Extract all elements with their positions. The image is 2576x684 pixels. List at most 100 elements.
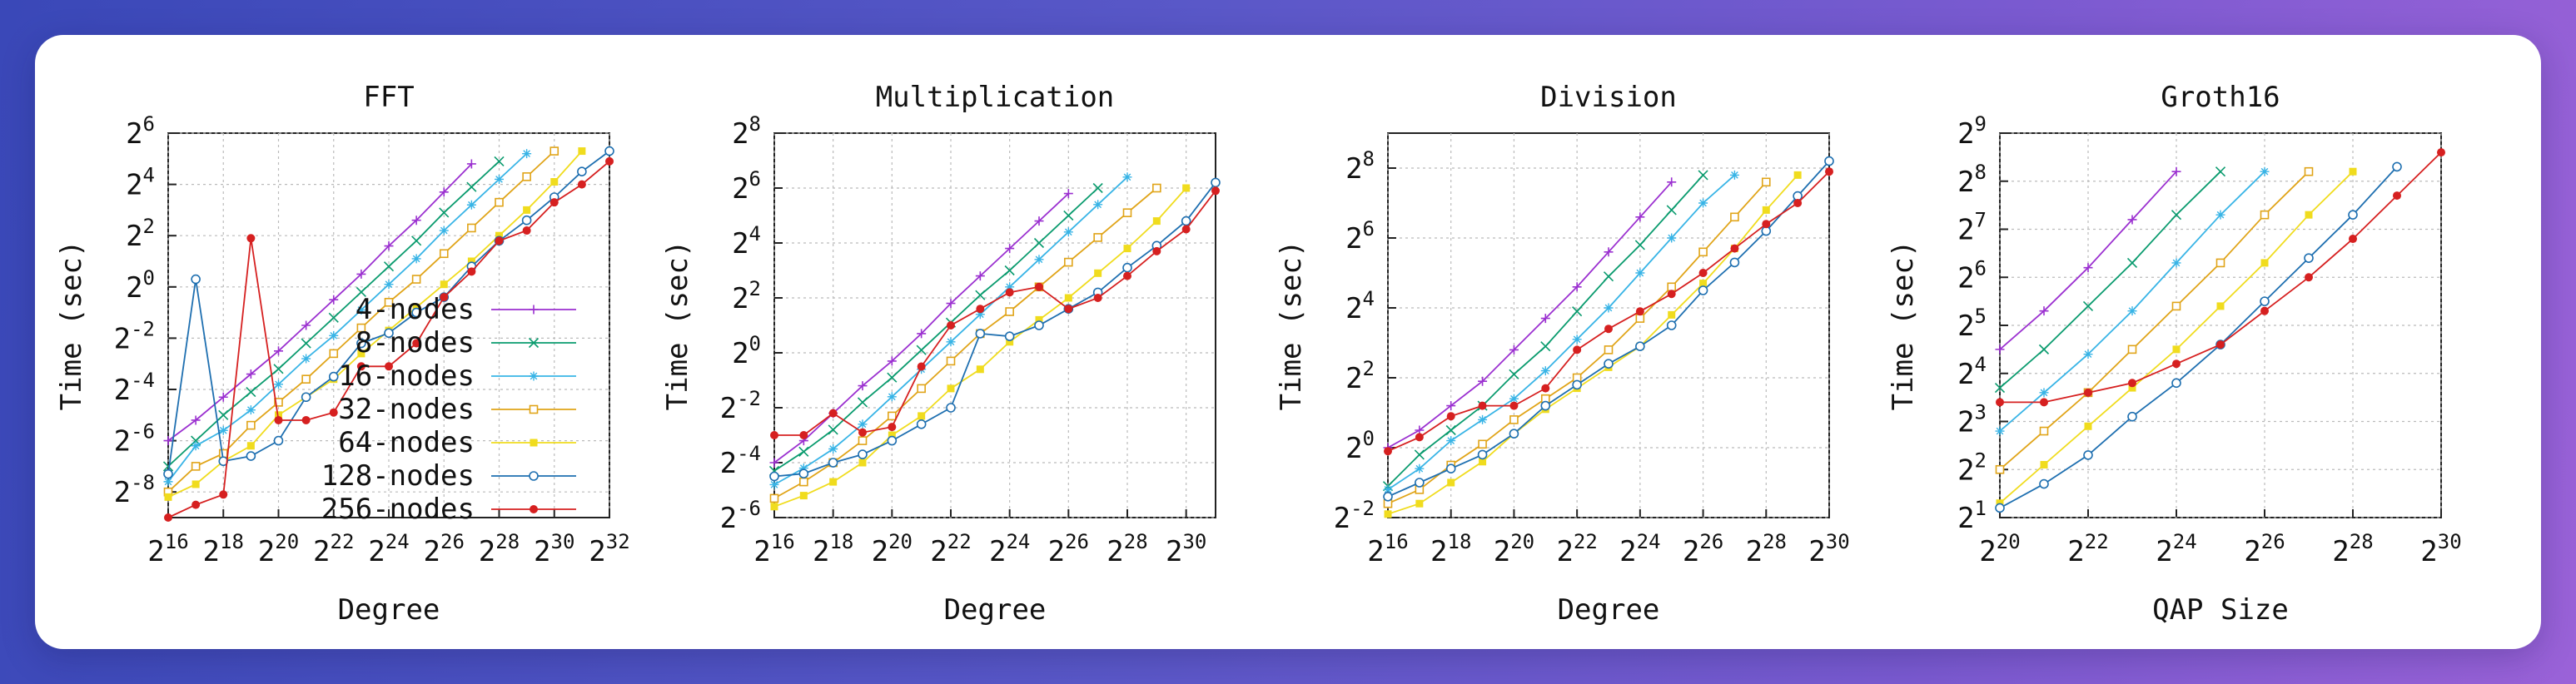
data-point [1994,383,2006,394]
data-point [1635,314,1645,323]
x-tick-label: 230 [534,530,574,568]
data-point [1063,210,1074,221]
data-point [2305,211,2313,219]
figure-panels: 216 218 220 222 224 226 228 230 2322-82-62-42-22… [55,81,2462,627]
data-point [163,436,173,446]
data-point [887,372,898,383]
data-point [2128,379,2136,388]
data-point [2393,191,2401,201]
data-point [1384,447,1392,456]
y-tick-label: 20 [732,332,761,370]
data-point [1478,439,1487,449]
data-point [1572,379,1582,390]
x-tick-label: 230 [1166,530,1206,568]
data-point [522,172,531,181]
data-point [1181,225,1191,234]
series-line [1387,174,1798,515]
x-axis-label: QAP Size [2152,593,2289,627]
data-point [301,415,311,424]
data-point [1540,341,1551,352]
data-point [1093,200,1103,210]
data-point [858,449,868,459]
series-256-nodes [770,186,1220,439]
data-point [356,286,366,298]
y-tick-label: 27 [1957,209,1987,247]
data-point [356,362,366,371]
data-point [2038,344,2050,354]
data-point [1122,208,1132,217]
data-point [412,303,420,311]
data-point [2127,306,2137,316]
data-point [2305,273,2313,282]
data-point [357,349,366,358]
x-axis-label: Degree [1558,593,1660,627]
data-point [2039,426,2049,436]
data-point [164,513,172,522]
data-point [1540,400,1551,411]
data-point [1446,401,1456,411]
series-128-nodes [769,177,1221,482]
data-point [1415,433,1424,442]
data-point [246,420,256,430]
data-point [1035,282,1043,291]
data-point [439,207,450,218]
data-point [858,419,868,429]
data-point [218,409,229,420]
legend-label: 256-nodes [321,493,475,526]
data-point [384,280,394,290]
data-point [1699,280,1708,288]
x-tick-label: 226 [424,530,465,568]
y-tick-label: 26 [1957,256,1987,295]
data-point [2127,215,2137,225]
data-point [2171,258,2181,268]
data-point [246,451,256,461]
data-point [301,392,311,403]
data-point [1667,290,1676,299]
data-point [1152,217,1161,226]
data-point [467,223,476,233]
data-point [1005,282,1015,292]
data-point [495,197,504,207]
data-point [1603,271,1614,282]
series-32-nodes [163,146,559,497]
series-line [773,181,1216,478]
data-point [828,409,838,418]
legend-label: 64-nodes [338,426,475,459]
data-point [828,444,838,454]
data-point [1793,199,1803,207]
x-tick-label: 220 [872,530,913,568]
x-tick-label: 226 [2244,530,2285,568]
data-point [1604,345,1614,354]
y-tick-label: 2-2 [114,317,155,355]
series-256-nodes [1996,148,2445,407]
y-tick-label: 2-2 [720,387,761,425]
y-tick-label: 20 [126,266,155,305]
data-point [1698,198,1708,208]
data-point [1034,216,1044,226]
data-point [466,159,476,169]
data-point [466,200,476,210]
data-point [1123,271,1131,280]
data-point [328,312,339,323]
series-line [167,150,583,498]
data-point [769,458,779,468]
data-point [411,254,421,264]
y-tick-label: 2-6 [720,497,761,535]
data-point [530,439,538,447]
data-point [1445,463,1456,474]
chart-title: Division [1540,81,1677,114]
data-point [2215,166,2226,177]
data-point [2216,302,2225,310]
data-point [218,392,228,402]
data-point [2260,166,2270,176]
x-axis-label: Degree [944,593,1047,627]
data-point [440,280,448,289]
data-point [383,261,395,272]
data-point [246,405,256,415]
data-point [440,293,449,302]
data-point [1181,216,1191,226]
series-8-nodes [1994,166,2226,394]
data-point [191,415,201,425]
series-line [774,190,1216,436]
data-point [2039,388,2049,398]
